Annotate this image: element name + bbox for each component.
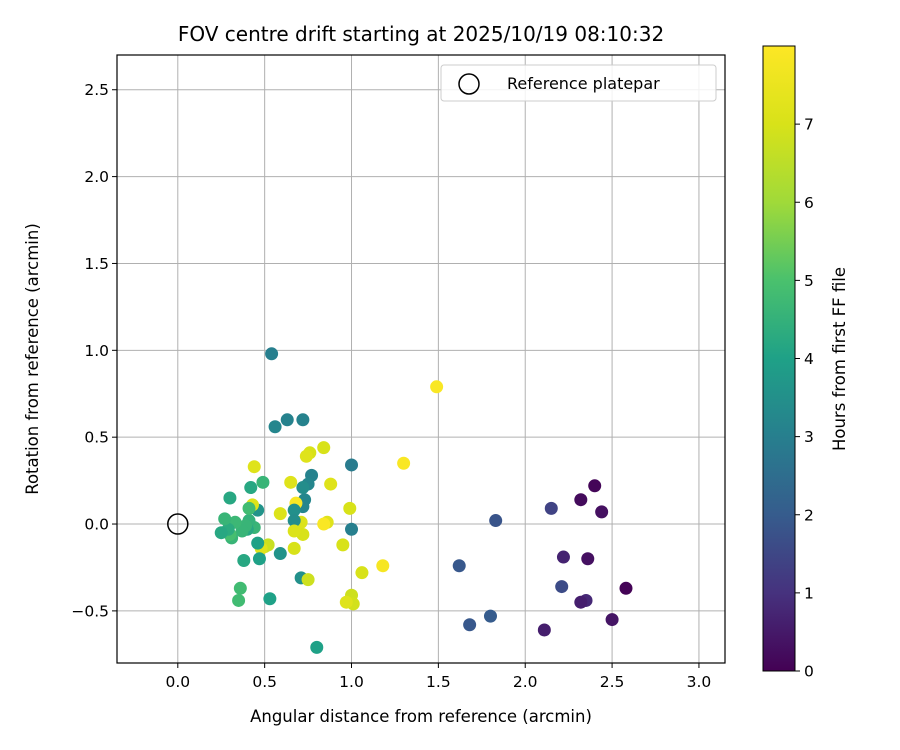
data-point: [232, 593, 246, 607]
data-point: [273, 507, 287, 521]
data-point: [463, 618, 477, 632]
data-point: [324, 477, 338, 491]
data-point: [483, 609, 497, 623]
data-point: [296, 481, 310, 495]
data-point: [268, 420, 282, 434]
legend-box: [440, 64, 717, 102]
colorbar-tick-label: 7: [804, 116, 814, 134]
data-point: [256, 475, 270, 489]
legend-label: Reference platepar: [507, 74, 660, 93]
data-point: [588, 479, 602, 493]
data-point: [310, 640, 324, 654]
x-tick-label: 2.5: [600, 673, 625, 691]
data-point: [284, 475, 298, 489]
data-point: [355, 566, 369, 580]
colorbar-tick-label: 5: [804, 272, 814, 290]
colorbar-tick-label: 6: [804, 194, 814, 212]
x-axis-label: Angular distance from reference (arcmin): [250, 707, 592, 726]
y-tick-label: 2.0: [84, 168, 109, 186]
legend: Reference platepar: [440, 64, 717, 102]
data-point: [287, 524, 301, 538]
chart-title: FOV centre drift starting at 2025/10/19 …: [178, 22, 664, 46]
data-point: [345, 522, 359, 536]
data-point: [544, 501, 558, 515]
x-tick-label: 2.0: [513, 673, 538, 691]
colorbar-ticks: 0 1 2 3 4 5 6 7: [795, 116, 814, 681]
data-point: [296, 413, 310, 427]
legend-marker: [458, 73, 480, 95]
data-point: [287, 541, 301, 555]
data-point: [265, 347, 279, 361]
data-point: [263, 592, 277, 606]
data-point: [251, 536, 265, 550]
data-point: [336, 538, 350, 552]
plot-frame: [116, 54, 726, 664]
y-tick-label: 1.0: [84, 342, 109, 360]
y-axis-label: Rotation from reference (arcmin): [23, 223, 42, 495]
data-point: [345, 458, 359, 472]
colorbar-tick-label: 0: [804, 663, 814, 681]
reference-marker: [167, 513, 189, 535]
colorbar-tick-label: 1: [804, 584, 814, 602]
data-point: [287, 503, 301, 517]
data-point: [574, 493, 588, 507]
data-point: [452, 559, 466, 573]
data-point: [339, 595, 353, 609]
data-point: [223, 491, 237, 505]
colorbar-tick-label: 3: [804, 428, 814, 446]
data-point: [233, 581, 247, 595]
data-point: [247, 460, 261, 474]
data-point: [214, 526, 228, 540]
grid: [117, 55, 725, 663]
colorbar-tick-label: 4: [804, 350, 814, 368]
colorbar-tick-label: 2: [804, 506, 814, 524]
data-point: [287, 514, 301, 528]
data-point: [218, 512, 232, 526]
data-point: [244, 481, 258, 495]
data-point: [242, 501, 256, 515]
data-point: [555, 580, 569, 594]
data-point: [299, 449, 313, 463]
y-tick-label: −0.5: [71, 602, 109, 620]
x-ticks: 0.0 0.5 1.0 1.5 2.0 2.5 3.0: [165, 663, 711, 691]
y-tick-label: 0.0: [84, 516, 109, 534]
colorbar-gradient: [762, 45, 796, 672]
y-tick-label: 2.5: [84, 81, 109, 99]
data-point: [619, 581, 633, 595]
data-point: [595, 505, 609, 519]
data-point: [537, 623, 551, 637]
colorbar: 0 1 2 3 4 5 6 7 Hours from first FF file: [762, 45, 849, 681]
data-point: [556, 550, 570, 564]
x-tick-label: 0.0: [165, 673, 190, 691]
y-ticks: −0.5 0.0 0.5 1.0 1.5 2.0 2.5: [71, 81, 117, 620]
x-tick-label: 1.0: [339, 673, 364, 691]
data-point: [317, 517, 331, 531]
data-point: [343, 501, 357, 515]
data-point: [430, 380, 444, 394]
y-tick-label: 1.5: [84, 255, 109, 273]
data-point: [605, 613, 619, 627]
data-point: [280, 413, 294, 427]
data-point: [489, 514, 503, 528]
data-points: [214, 347, 633, 654]
data-point: [397, 456, 411, 470]
colorbar-label: Hours from first FF file: [830, 267, 849, 451]
y-tick-label: 0.5: [84, 429, 109, 447]
data-point: [252, 552, 266, 566]
data-point: [376, 559, 390, 573]
data-point: [574, 595, 588, 609]
data-point: [317, 441, 331, 455]
data-point: [581, 552, 595, 566]
data-point: [237, 554, 251, 568]
data-point: [301, 573, 315, 587]
data-point: [235, 524, 249, 538]
x-tick-label: 0.5: [252, 673, 277, 691]
x-tick-label: 1.5: [426, 673, 451, 691]
x-tick-label: 3.0: [687, 673, 712, 691]
data-point: [273, 547, 287, 561]
